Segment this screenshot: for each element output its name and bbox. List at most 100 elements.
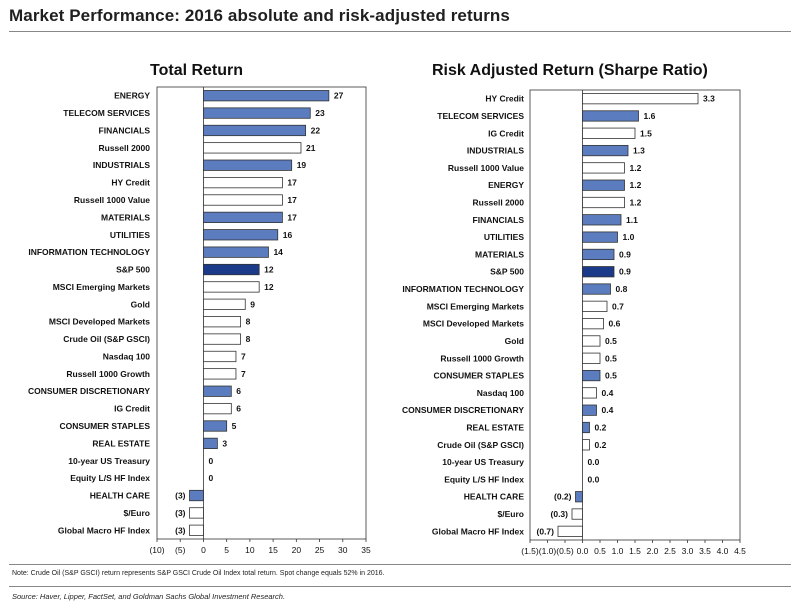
total-return-plot-frame xyxy=(156,86,367,540)
sharpe-ratio-value-label: 3.3 xyxy=(703,94,715,104)
total-return-category-label: HEALTH CARE xyxy=(90,491,151,501)
total-return-bar xyxy=(203,437,218,449)
sharpe-ratio-category-label: HEALTH CARE xyxy=(464,492,525,502)
total-return-x-tick-label: (10) xyxy=(149,545,164,555)
sharpe-ratio-category-label: Global Macro HF Index xyxy=(432,526,524,536)
sharpe-ratio-category-label: CONSUMER STAPLES xyxy=(433,371,524,381)
total-return-value-label: 17 xyxy=(287,212,297,222)
sharpe-ratio-category-label: Nasdaq 100 xyxy=(477,388,525,398)
total-return-value-label: 6 xyxy=(236,404,241,414)
sharpe-ratio-category-label: S&P 500 xyxy=(490,267,524,277)
total-return-bar xyxy=(203,194,283,206)
sharpe-ratio-value-label: 0.9 xyxy=(619,267,631,277)
total-return-category-label: TELECOM SERVICES xyxy=(63,108,150,118)
sharpe-ratio-bar xyxy=(582,439,590,451)
sharpe-ratio-x-tick-label: 2.0 xyxy=(647,546,659,556)
sharpe-ratio-value-label: (0.7) xyxy=(537,526,555,536)
sharpe-ratio-category-label: Russell 2000 xyxy=(472,198,524,208)
sharpe-ratio-value-label: 0.5 xyxy=(605,353,617,363)
sharpe-ratio-x-tick-label: (1.0) xyxy=(539,546,557,556)
total-return-category-label: Russell 1000 Value xyxy=(74,195,150,205)
total-return-title: Total Return xyxy=(150,62,244,79)
total-return-category-label: Russell 2000 xyxy=(98,143,150,153)
total-return-value-label: 3 xyxy=(222,438,227,448)
total-return-value-label: 8 xyxy=(246,317,251,327)
total-return-bar xyxy=(203,263,260,276)
sharpe-ratio-bar xyxy=(582,318,604,330)
total-return-category-label: MSCI Emerging Markets xyxy=(53,282,151,292)
sharpe-ratio-category-label: CONSUMER DISCRETIONARY xyxy=(402,405,524,415)
total-return-x-tick-label: 0 xyxy=(201,545,206,555)
total-return-value-label: 21 xyxy=(306,143,316,153)
sharpe-ratio-category-label: HY Credit xyxy=(485,94,524,104)
total-return-x-tick-label: 25 xyxy=(315,545,325,555)
sharpe-ratio-bar xyxy=(582,162,625,174)
sharpe-ratio-category-label: Crude Oil (S&P GSCI) xyxy=(437,440,524,450)
sharpe-ratio-bar xyxy=(557,525,583,537)
sharpe-ratio-category-label: Equity L/S HF Index xyxy=(444,474,524,484)
total-return-bar xyxy=(203,298,246,310)
sharpe-ratio-bar xyxy=(582,248,615,261)
total-return-bar xyxy=(203,350,237,363)
sharpe-ratio-value-label: 0.2 xyxy=(595,423,607,433)
sharpe-ratio-x-tick-label: (1.5) xyxy=(521,546,539,556)
sharpe-ratio-bar xyxy=(582,214,622,226)
total-return-value-label: 23 xyxy=(315,108,325,118)
total-return-bar xyxy=(189,507,204,519)
total-return-x-tick-label: 35 xyxy=(361,545,371,555)
sharpe-ratio-bar xyxy=(582,144,629,157)
total-return-value-label: 7 xyxy=(241,351,246,361)
sharpe-ratio-bar xyxy=(582,93,699,105)
sharpe-ratio-bar xyxy=(582,196,625,209)
sharpe-ratio-value-label: 1.2 xyxy=(630,180,642,190)
total-return-category-label: CONSUMER DISCRETIONARY xyxy=(28,386,150,396)
total-return-value-label: 19 xyxy=(297,160,307,170)
sharpe-ratio-value-label: 1.6 xyxy=(644,111,656,121)
total-return-bar xyxy=(203,90,330,102)
total-return-bar xyxy=(203,402,232,415)
sharpe-ratio-x-tick-label: 4.0 xyxy=(717,546,729,556)
sharpe-ratio-value-label: 1.5 xyxy=(640,128,652,138)
sharpe-ratio-bar xyxy=(582,300,608,312)
total-return-x-tick-label: (5) xyxy=(175,545,186,555)
total-return-value-label: 9 xyxy=(250,299,255,309)
total-return-category-label: Global Macro HF Index xyxy=(58,525,150,535)
total-return-category-label: S&P 500 xyxy=(116,265,150,275)
total-return-value-label: 0 xyxy=(208,456,213,466)
total-return-value-label: 17 xyxy=(287,195,297,205)
total-return-category-label: IG Credit xyxy=(114,404,150,414)
sharpe-ratio-bar xyxy=(582,110,639,122)
total-return-value-label: 12 xyxy=(264,265,274,275)
total-return-category-label: $/Euro xyxy=(124,508,150,518)
total-return-value-label: (3) xyxy=(175,491,186,501)
total-return-value-label: 7 xyxy=(241,369,246,379)
sharpe-ratio-category-label: 10-year US Treasury xyxy=(442,457,524,467)
total-return-value-label: 22 xyxy=(311,125,321,135)
total-return-bar xyxy=(203,246,269,258)
footer-rule-top xyxy=(9,564,791,565)
sharpe-ratio-category-label: MATERIALS xyxy=(475,249,524,259)
sharpe-ratio-category-label: Russell 1000 Growth xyxy=(440,353,524,363)
sharpe-ratio-value-label: (0.2) xyxy=(554,492,572,502)
sharpe-ratio-x-tick-label: 3.0 xyxy=(682,546,694,556)
sharpe-ratio-bar xyxy=(582,369,601,382)
sharpe-ratio-category-label: TELECOM SERVICES xyxy=(437,111,524,121)
total-return-category-label: UTILITIES xyxy=(110,230,150,240)
sharpe-ratio-value-label: 0.9 xyxy=(619,249,631,259)
sharpe-ratio-bar xyxy=(575,491,583,503)
sharpe-ratio-category-label: $/Euro xyxy=(498,509,524,519)
sharpe-ratio-bar xyxy=(582,231,618,243)
sharpe-ratio-x-tick-label: 1.0 xyxy=(612,546,624,556)
sharpe-ratio-bar xyxy=(582,335,601,347)
sharpe-ratio-value-label: (0.3) xyxy=(551,509,569,519)
total-return-x-tick-label: 20 xyxy=(292,545,302,555)
sharpe-ratio-value-label: 1.0 xyxy=(623,232,635,242)
sharpe-ratio-x-tick-label: (0.5) xyxy=(556,546,574,556)
sharpe-ratio-category-label: Gold xyxy=(505,336,524,346)
total-return-category-label: Russell 1000 Growth xyxy=(66,369,150,379)
total-return-bar xyxy=(203,316,241,328)
total-return-value-label: 14 xyxy=(273,247,283,257)
sharpe-ratio-plot-frame xyxy=(529,89,741,541)
